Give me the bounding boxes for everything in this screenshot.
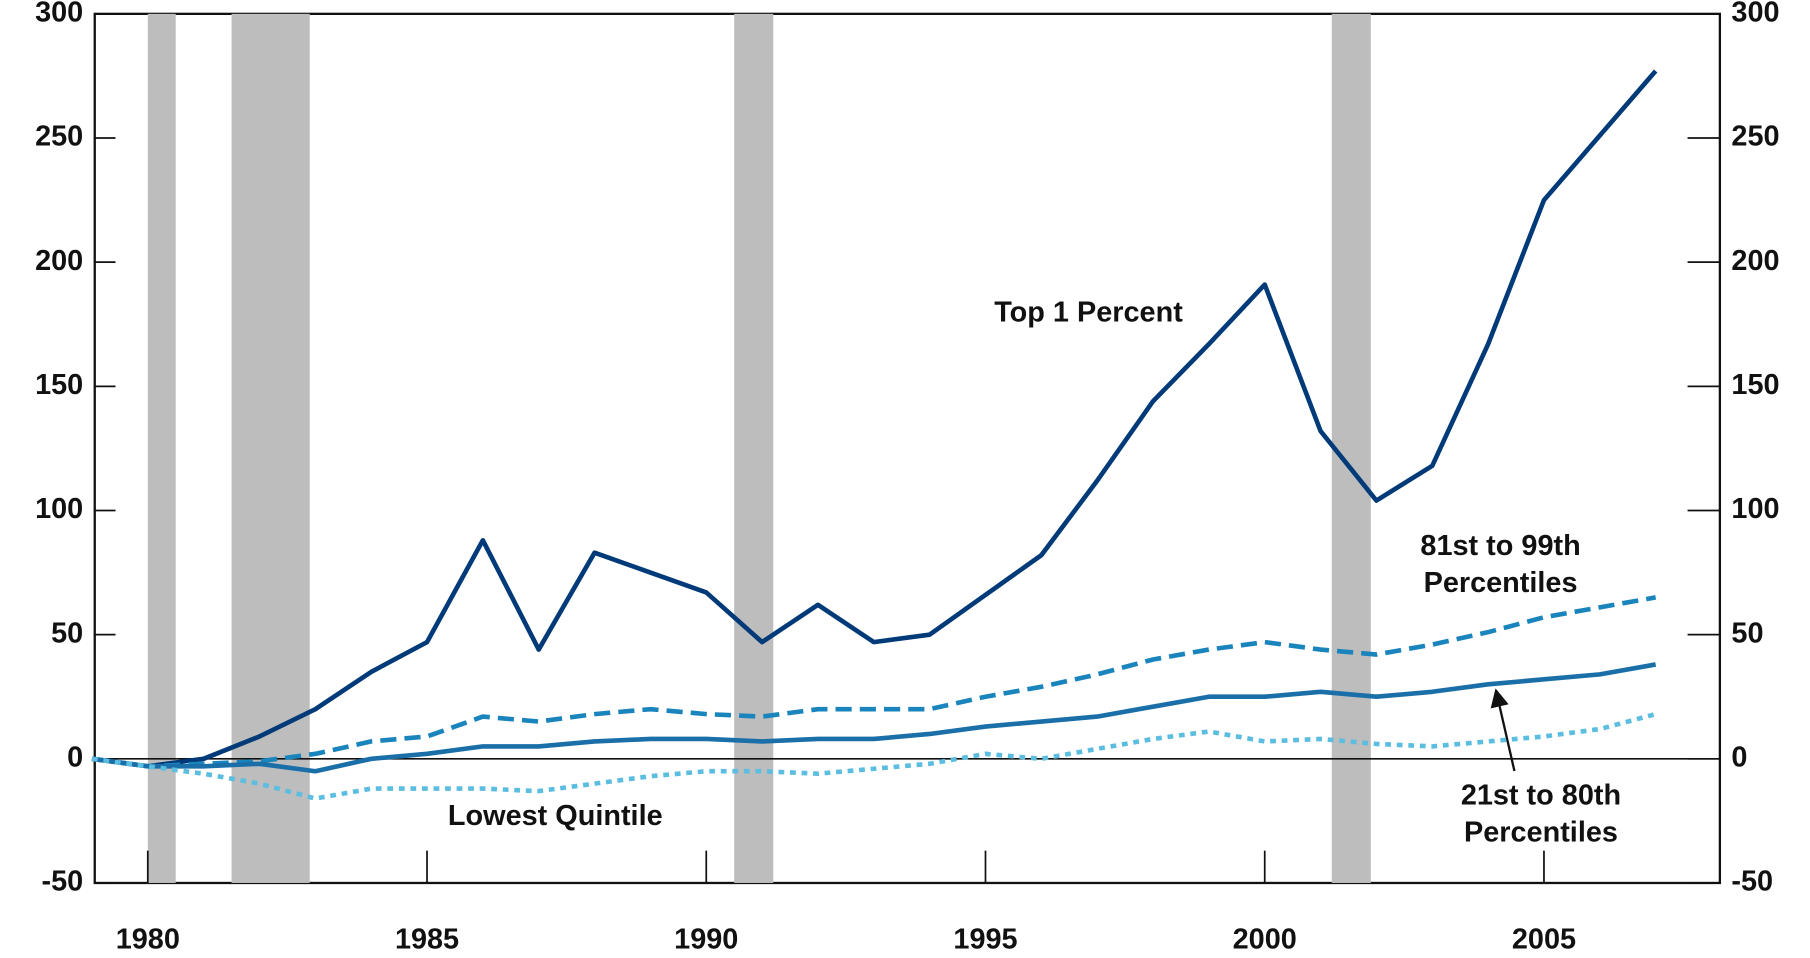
x-tick-label: 1995 [953,923,1017,955]
y2-tick-label: 100 [1731,493,1779,525]
y-tick-label: 300 [35,0,83,28]
series-label-line: Percentiles [1464,816,1618,848]
series-label-line: 81st to 99th [1420,530,1580,562]
series-line [91,711,1657,801]
x-tick-label: 2000 [1233,923,1297,955]
y-tick-label: 0 [67,741,83,773]
y-tick-label: 100 [35,493,83,525]
plot-frame [93,12,1722,885]
x-tick-label: 1980 [116,923,180,955]
y-tick-label: 250 [35,121,83,153]
y-tick-label: 150 [35,369,83,401]
series-line [91,69,1658,769]
y-tick-label: 200 [35,245,83,277]
series-label: Top 1 Percent [994,297,1183,329]
series-line [91,595,1657,769]
y2-tick-label: 0 [1731,741,1747,773]
recession-band [1331,13,1371,883]
recession-band [734,13,774,883]
series-label: Lowest Quintile [448,800,663,832]
y-tick-label: -50 [41,866,83,898]
y-tick-label: 50 [51,617,83,649]
series-label-line: 21st to 80th [1461,779,1621,811]
y2-tick-label: 200 [1731,245,1779,277]
x-tick-label: 2005 [1512,923,1576,955]
y2-tick-label: 250 [1731,121,1779,153]
series-label-line: Percentiles [1424,567,1578,599]
x-tick-label: 1990 [674,923,738,955]
x-tick-label: 1985 [395,923,459,955]
y2-tick-label: 300 [1731,0,1779,28]
recession-band [231,13,310,883]
y2-tick-label: 150 [1731,369,1779,401]
annotation-arrow [1490,688,1516,772]
y2-tick-label: 50 [1731,617,1763,649]
series-line [91,662,1657,774]
y2-tick-label: -50 [1731,866,1773,898]
recession-band [147,13,176,883]
series-label: 81st to 99th Percentiles [1420,530,1580,599]
series-label: 21st to 80th Percentiles [1461,779,1621,848]
